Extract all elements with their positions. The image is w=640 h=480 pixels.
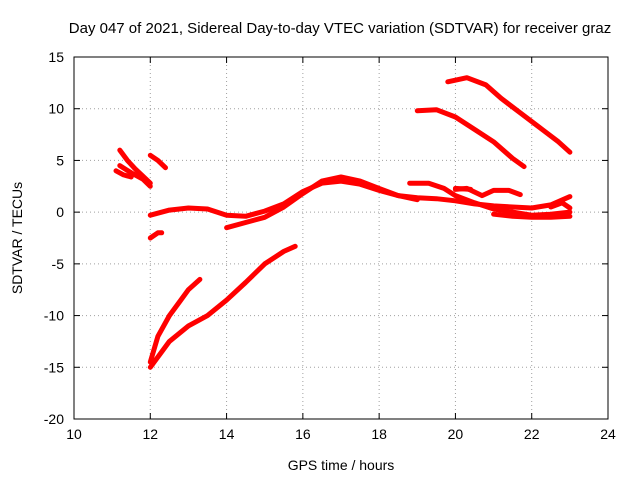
y-tick-label: 10 (48, 101, 64, 117)
y-tick-label: -10 (44, 308, 64, 324)
series-arc-14 (452, 185, 474, 192)
x-tick-label: 20 (448, 426, 464, 442)
series-arc-8 (147, 243, 298, 370)
series-arc-12 (407, 180, 573, 218)
series-arc-11 (445, 75, 573, 155)
series-arc-10 (414, 107, 527, 170)
y-tick-label: -5 (52, 256, 65, 272)
y-tick-label: -20 (44, 411, 64, 427)
x-tick-label: 10 (66, 426, 82, 442)
x-tick-label: 22 (524, 426, 540, 442)
x-tick-label: 12 (142, 426, 158, 442)
y-axis-label: SDTVAR / TECUs (9, 182, 25, 294)
y-tick-label: 5 (56, 152, 64, 168)
series-arc-4 (147, 152, 168, 171)
x-axis-label: GPS time / hours (288, 457, 395, 473)
series-arc-2 (117, 163, 153, 189)
x-tick-label: 24 (600, 426, 616, 442)
series-arc-9 (147, 276, 203, 365)
plot-frame (73, 56, 609, 420)
series-arc-3 (113, 168, 134, 180)
y-tick-label: -15 (44, 359, 64, 375)
x-tick-label: 14 (219, 426, 235, 442)
x-tick-label: 16 (295, 426, 311, 442)
series-arc-15 (491, 211, 573, 220)
chart-title: Day 047 of 2021, Sidereal Day-to-day VTE… (69, 20, 611, 37)
series-arc-6 (147, 178, 573, 219)
data-series-layer (113, 75, 573, 370)
y-tick-label: 15 (48, 49, 64, 65)
y-tick-label: 0 (56, 204, 64, 220)
axis-ticks: 10 12 14 16 18 20 22 24 -20 -15 -10 -5 0 5 10 15 (44, 49, 616, 442)
series-arc-7 (224, 174, 420, 231)
series-arc-5 (147, 230, 165, 241)
series-arc-16 (548, 200, 573, 211)
x-tick-label: 18 (371, 426, 387, 442)
